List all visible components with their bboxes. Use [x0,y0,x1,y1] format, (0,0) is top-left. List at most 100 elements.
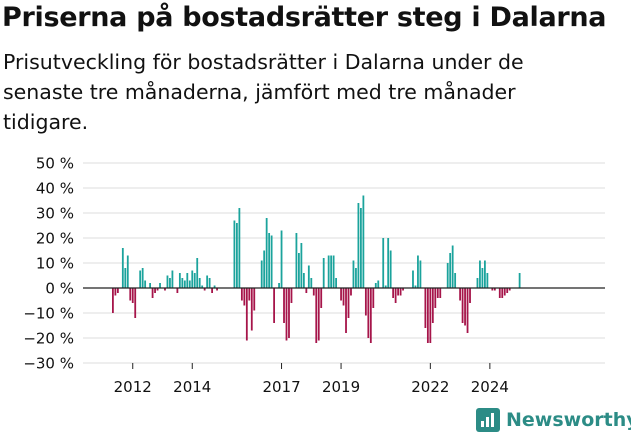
bar [178,273,181,288]
bar [216,288,218,291]
y-tick-label: 20 % [36,230,74,248]
x-tick-label: 2019 [322,378,360,396]
x-tick-label: 2022 [411,378,449,396]
bar [327,255,330,288]
bar [486,273,489,288]
bar [362,195,365,288]
chart-title: Priserna på bostadsrätter steg i Dalarna [2,2,607,33]
bar [196,258,199,288]
bar [302,273,305,288]
bar [315,288,318,343]
bar [389,250,392,288]
y-tick-label: 40 % [36,180,74,198]
bar [417,255,419,288]
bar [295,233,298,288]
bar [481,268,484,288]
bar [245,288,248,341]
x-tick-label: 2017 [262,378,300,396]
bar [394,288,397,303]
bar [283,288,285,323]
bar [360,208,362,288]
bar [203,288,206,291]
bar [124,268,127,288]
bar [233,220,236,288]
bar [290,288,293,303]
bar [369,288,372,343]
bar [238,208,241,288]
bar [208,278,211,288]
bar [364,288,367,316]
bar [151,288,154,298]
bar [248,288,251,301]
bar [431,288,434,323]
newsworthy-logo-icon [476,408,500,432]
bar [387,238,390,288]
bar [243,288,246,306]
bar [305,288,308,293]
bar [355,268,357,288]
bar [501,288,504,298]
bar [424,288,427,328]
bar [181,278,184,288]
x-tick-label: 2012 [114,378,152,396]
bar [322,258,325,288]
annotations: 6 % [527,0,557,4]
bar [144,280,147,288]
bar [164,288,166,291]
bar [335,278,337,288]
bar [374,283,377,288]
bar [446,263,449,288]
bar [149,283,151,288]
bar [350,288,352,296]
bar [320,288,323,308]
y-tick-label: 30 % [36,205,74,223]
bar [484,260,486,288]
bar [154,288,156,293]
value-annotation: 6 % [527,0,557,4]
bar [429,288,432,343]
bar [166,275,169,288]
bar [397,288,399,296]
bar [506,288,509,293]
bar [466,288,469,333]
bar [464,288,466,326]
bar [198,278,201,288]
y-tick-label: −30 % [23,355,74,373]
bars [112,195,521,343]
bar [191,270,194,288]
chart-subtitle: Prisutveckling för bostadsrätter i Dalar… [3,50,524,134]
bar [211,288,213,293]
bar [186,273,189,288]
bar [188,280,191,288]
bar [392,288,395,298]
bar [332,255,335,288]
bar [382,238,385,288]
bar [206,275,209,288]
bar [469,288,471,303]
bar [352,260,355,288]
x-tick-label: 2014 [173,378,211,396]
bar [347,288,350,318]
bar [449,253,452,288]
bar [159,283,161,288]
bar [240,288,243,301]
bar [201,285,204,288]
bar [414,285,417,288]
bar [498,288,501,298]
y-axis-labels: −30 % −20 % −10 % 0 % 10 % 20 % 30 % 40 % 50 % [23,155,74,373]
bar [436,288,439,298]
bar [451,245,454,288]
bar [518,273,521,288]
bar [372,288,375,308]
bar [116,288,119,293]
bar [156,288,159,291]
bar [402,288,404,291]
bar [236,223,238,288]
bar [461,288,464,323]
bar [273,288,275,323]
bar [307,265,310,288]
bar [193,273,196,288]
bar [491,288,494,291]
bar [377,280,380,288]
